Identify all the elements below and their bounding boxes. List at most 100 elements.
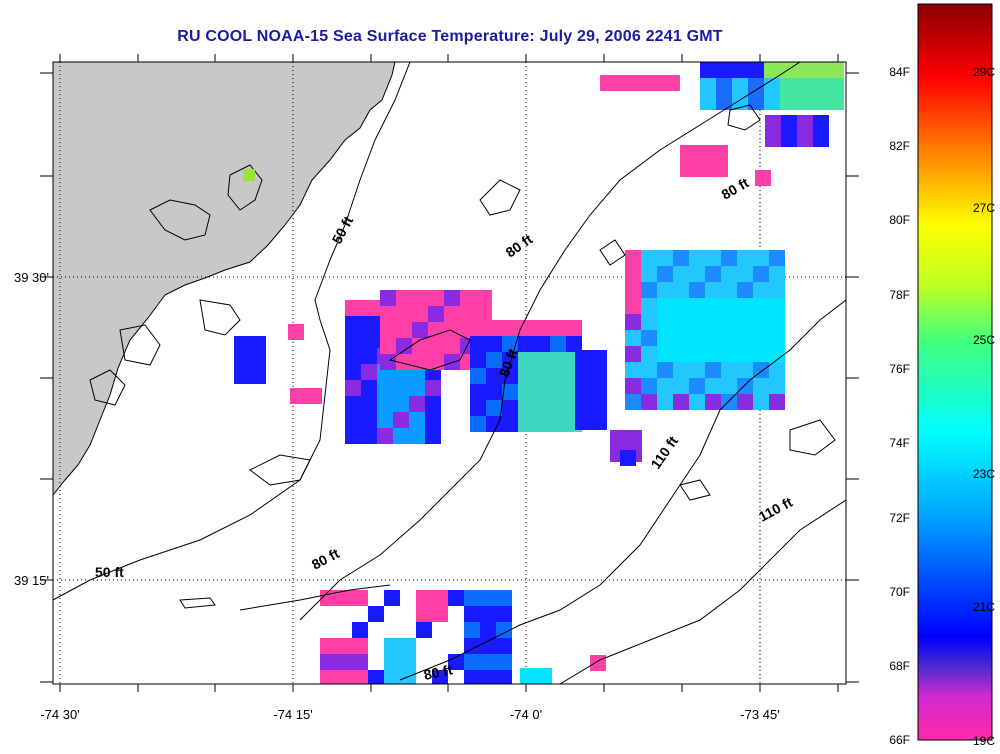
sst-pixel — [518, 400, 534, 416]
sst-pixel — [428, 322, 444, 338]
sst-pixel — [444, 338, 460, 354]
sst-pixel — [416, 622, 432, 638]
sst-pixel — [828, 62, 844, 78]
sst-pixel — [737, 298, 753, 314]
sst-pixel — [673, 298, 689, 314]
sst-pixel — [680, 145, 696, 161]
sst-pixel — [480, 622, 496, 638]
sst-pixel — [575, 350, 591, 366]
sst-pixel — [550, 416, 566, 432]
sst-pixel — [764, 62, 780, 78]
colorbar-c-label: 19C — [973, 734, 995, 748]
sst-pixel — [288, 324, 304, 340]
sst-pixel — [648, 75, 664, 91]
sst-pixel — [737, 282, 753, 298]
sst-pixel — [425, 412, 441, 428]
sst-pixel — [336, 670, 352, 684]
sst-pixel — [393, 396, 409, 412]
sst-pixel — [534, 384, 550, 400]
sst-pixel — [345, 364, 361, 380]
sst-pixel — [377, 412, 393, 428]
sst-pixel — [641, 330, 657, 346]
sst-pixel — [689, 266, 705, 282]
sst-pixel — [470, 416, 486, 432]
sst-pixel — [444, 354, 460, 370]
sst-pixel — [689, 394, 705, 410]
sst-pixel — [502, 352, 518, 368]
sst-pixel — [705, 282, 721, 298]
sst-pixel — [721, 250, 737, 266]
sst-pixel — [361, 396, 377, 412]
sst-pixel — [796, 62, 812, 78]
colorbar-f-label: 78F — [889, 288, 910, 302]
sst-pixel — [813, 131, 829, 147]
sst-pixel — [737, 362, 753, 378]
sst-pixel — [480, 590, 496, 606]
sst-pixel — [416, 606, 432, 622]
sst-pixel — [520, 668, 536, 684]
depth-contours — [53, 62, 846, 684]
sst-pixel — [234, 368, 250, 384]
sst-pixel — [412, 338, 428, 354]
sst-pixel — [721, 298, 737, 314]
sst-pixel — [705, 362, 721, 378]
sst-pixel — [470, 320, 486, 336]
sst-pixel — [550, 368, 566, 384]
sst-pixel — [591, 366, 607, 382]
sst-pixel — [534, 336, 550, 352]
sst-pixel — [673, 378, 689, 394]
sst-pixel — [409, 396, 425, 412]
sst-pixel — [673, 346, 689, 362]
sst-pixel — [550, 336, 566, 352]
sst-pixel — [673, 282, 689, 298]
sst-pixel — [828, 78, 844, 94]
sst-pixel — [432, 590, 448, 606]
sst-pixel — [336, 638, 352, 654]
sst-pixel — [464, 622, 480, 638]
colorbar-c-label: 25C — [973, 333, 995, 347]
sst-pixel — [361, 300, 377, 316]
sst-pixel — [625, 378, 641, 394]
sst-pixel — [705, 250, 721, 266]
colorbar-f-label: 68F — [889, 659, 910, 673]
sst-pixel — [673, 394, 689, 410]
sst-pixel — [721, 346, 737, 362]
sst-pixel — [641, 282, 657, 298]
sst-pixel — [625, 314, 641, 330]
sst-pixel — [464, 606, 480, 622]
sst-pixel — [689, 330, 705, 346]
sst-pixel — [412, 322, 428, 338]
sst-pixel — [496, 622, 512, 638]
sst-pixel — [657, 314, 673, 330]
colorbar-c-label: 21C — [973, 600, 995, 614]
sst-pixel — [320, 670, 336, 684]
sst-pixel — [625, 346, 641, 362]
sst-pixel — [625, 282, 641, 298]
sst-pixel — [336, 654, 352, 670]
sst-pixel — [320, 654, 336, 670]
sst-pixel — [796, 94, 812, 110]
sst-pixel — [384, 638, 400, 654]
sst-pixel — [444, 322, 460, 338]
sst-pixel — [320, 638, 336, 654]
sst-pixel — [748, 62, 764, 78]
sst-pixel — [502, 416, 518, 432]
sst-pixel — [518, 416, 534, 432]
colorbar-f-label: 74F — [889, 436, 910, 450]
sst-pixel — [781, 115, 797, 131]
sst-pixel — [444, 306, 460, 322]
sst-pixel — [393, 428, 409, 444]
sst-pixel — [689, 378, 705, 394]
tick-marks — [40, 54, 859, 692]
sst-pixel — [705, 314, 721, 330]
sst-pixel — [550, 352, 566, 368]
sst-pixel — [396, 354, 412, 370]
sst-pixel — [502, 400, 518, 416]
sst-pixel — [518, 368, 534, 384]
sst-pixel — [486, 416, 502, 432]
sst-pixel — [368, 606, 384, 622]
sst-pixel — [721, 362, 737, 378]
sst-pixel — [518, 336, 534, 352]
sst-pixel — [518, 384, 534, 400]
